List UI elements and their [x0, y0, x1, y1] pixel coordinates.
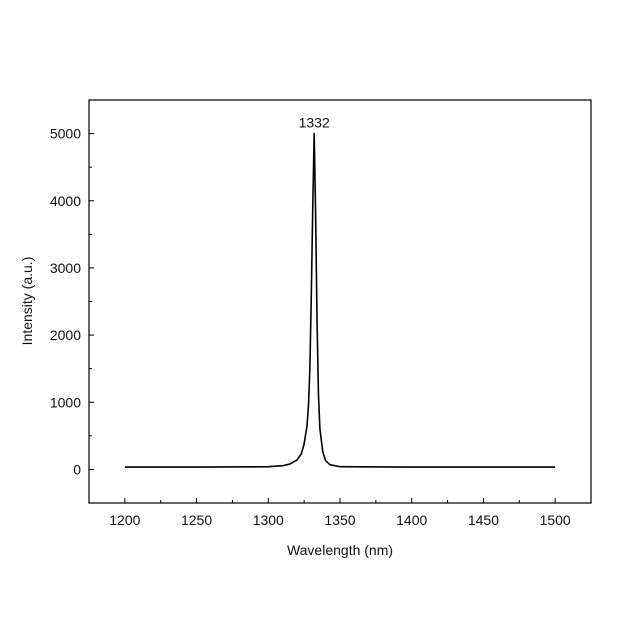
- x-tick-label: 1400: [396, 512, 427, 528]
- y-tick-label: 2000: [50, 327, 81, 343]
- x-tick-label: 1300: [253, 512, 284, 528]
- y-tick-label: 3000: [50, 260, 81, 276]
- x-tick-label: 1250: [181, 512, 212, 528]
- x-tick-label: 1350: [324, 512, 355, 528]
- y-axis-title: Intensity (a.u.): [19, 257, 35, 346]
- series-layer: [124, 132, 556, 468]
- y-tick-label: 4000: [50, 193, 81, 209]
- y-tick-label: 0: [73, 461, 81, 477]
- x-axis-ticks: 1200 1250 1300 1350 1400 1450 1500: [109, 498, 571, 528]
- y-axis-ticks: 0 1000 2000 3000 4000 5000: [50, 126, 94, 477]
- plot-frame: [88, 99, 592, 504]
- x-tick-label: 1500: [540, 512, 571, 528]
- spectrum-line: [124, 132, 556, 468]
- x-tick-label: 1200: [109, 512, 140, 528]
- x-axis-title: Wavelength (nm): [287, 542, 393, 558]
- y-tick-label: 1000: [50, 394, 81, 410]
- y-tick-label: 5000: [50, 126, 81, 142]
- x-tick-label: 1450: [468, 512, 499, 528]
- peak-annotation: 1332: [299, 115, 330, 131]
